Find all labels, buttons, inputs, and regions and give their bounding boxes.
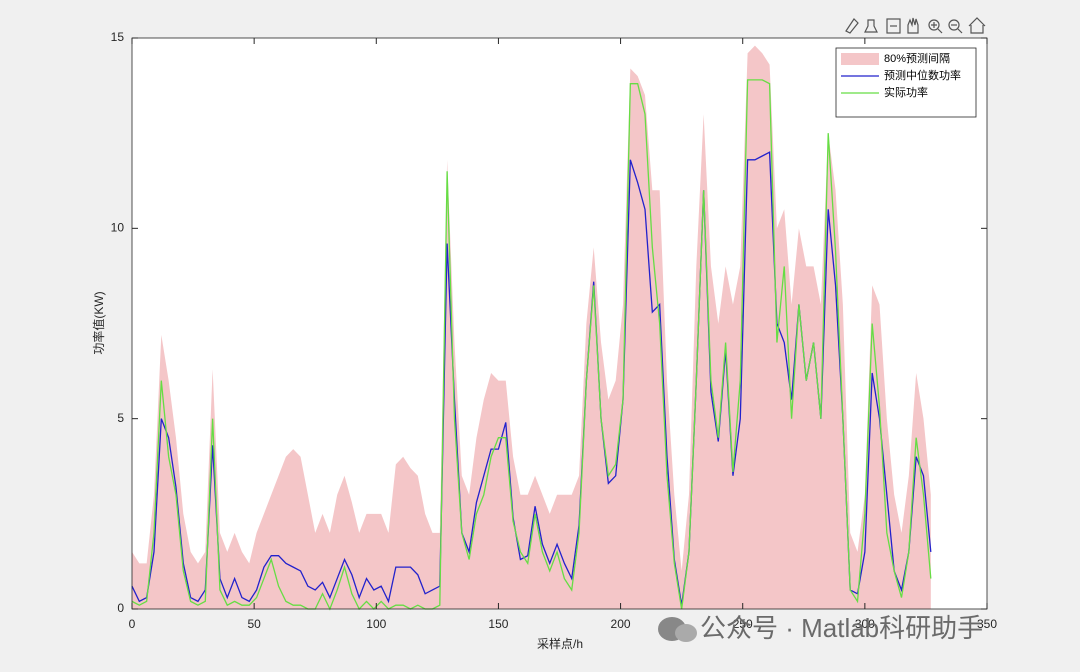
interval-area bbox=[132, 45, 931, 609]
x-tick-label: 50 bbox=[247, 617, 261, 631]
x-tick-label: 150 bbox=[488, 617, 508, 631]
x-tick-label: 0 bbox=[129, 617, 136, 631]
y-axis-label: 功率值(KW) bbox=[91, 291, 106, 354]
legend-label: 预测中位数功率 bbox=[884, 68, 961, 82]
x-tick-label: 350 bbox=[977, 617, 997, 631]
watermark-text: 公众号 · Matlab科研助手 bbox=[700, 613, 983, 643]
legend-swatch bbox=[841, 53, 879, 65]
x-tick-label: 250 bbox=[733, 617, 753, 631]
y-tick-label: 10 bbox=[111, 221, 125, 235]
toolbar[interactable] bbox=[845, 17, 986, 34]
legend-label: 实际功率 bbox=[884, 85, 928, 99]
x-tick-label: 100 bbox=[366, 617, 386, 631]
y-tick-label: 5 bbox=[117, 411, 124, 425]
x-axis-label: 采样点/h bbox=[537, 636, 583, 651]
y-tick-label: 15 bbox=[111, 30, 125, 44]
x-tick-label: 300 bbox=[855, 617, 875, 631]
y-tick-label: 0 bbox=[117, 601, 124, 615]
series-line bbox=[131, 79, 932, 611]
axes-box bbox=[131, 37, 988, 610]
x-tick-label: 200 bbox=[611, 617, 631, 631]
watermark: 公众号 · Matlab科研助手 bbox=[658, 613, 983, 643]
legend-label: 80%预测间隔 bbox=[884, 52, 950, 65]
